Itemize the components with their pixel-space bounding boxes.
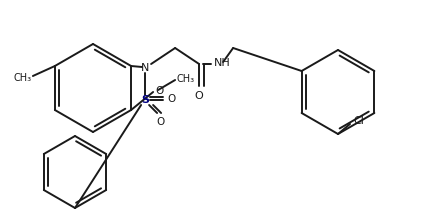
- Text: O: O: [167, 94, 175, 104]
- Text: NH: NH: [214, 58, 231, 68]
- Text: Cl: Cl: [353, 116, 364, 126]
- Text: O: O: [195, 91, 203, 101]
- Text: CH₃: CH₃: [14, 73, 32, 83]
- Text: CH₃: CH₃: [176, 74, 194, 84]
- Text: N: N: [141, 63, 149, 73]
- Text: O: O: [156, 117, 164, 127]
- Text: S: S: [141, 95, 149, 105]
- Text: O: O: [155, 86, 163, 96]
